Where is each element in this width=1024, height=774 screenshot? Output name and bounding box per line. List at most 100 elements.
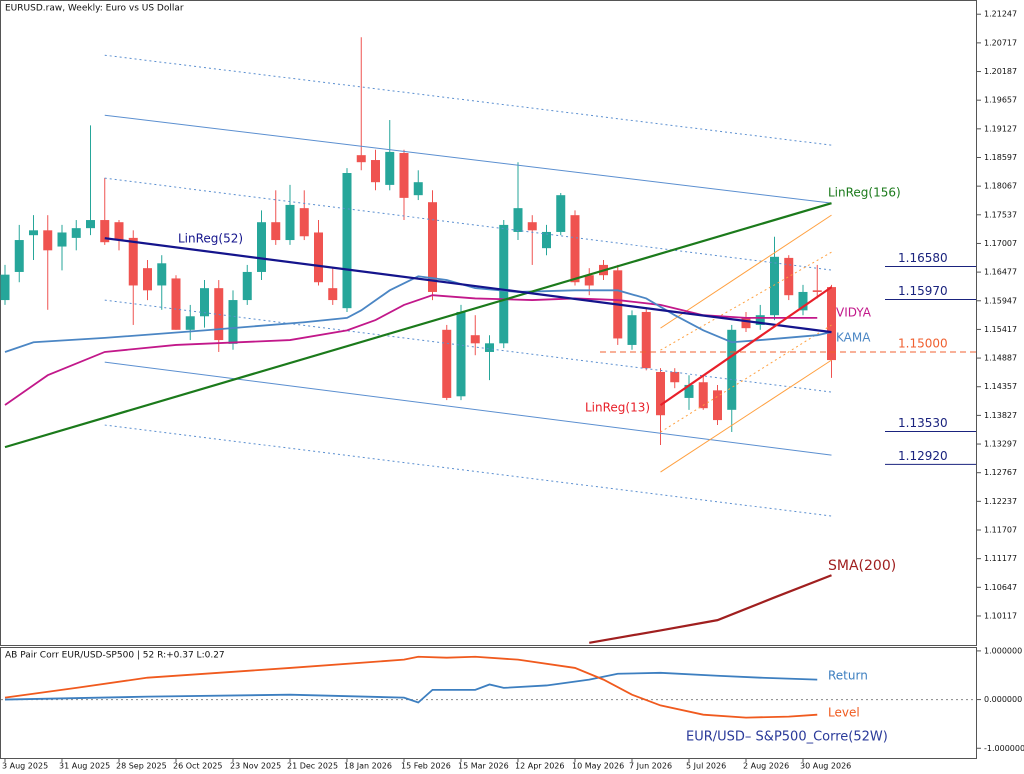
y-tick-label: 1.13297 [984, 440, 1017, 449]
y-tick-label: 1.19657 [984, 96, 1017, 105]
x-tick-label: 12 Apr 2026 [515, 762, 564, 771]
candle-body [784, 257, 794, 296]
candle-body [143, 268, 152, 291]
candle-body [100, 220, 110, 243]
y-tick-label: 1.12767 [984, 468, 1017, 477]
line-label: Return [828, 669, 868, 683]
x-tick-label: 26 Oct 2025 [173, 762, 222, 771]
candle-body [770, 256, 779, 316]
x-tick-label: 18 Jan 2026 [344, 762, 392, 771]
y-tick-label: 1.14887 [984, 354, 1017, 363]
candle-body [57, 232, 67, 247]
candle-body [356, 155, 366, 163]
candle-body [399, 153, 409, 198]
y-tick-label: 1.000000 [984, 646, 1022, 655]
line-label: VIDYA [836, 306, 872, 320]
candle-body [527, 222, 537, 231]
indicator-line [660, 214, 832, 329]
y-tick-label: 1.13827 [984, 411, 1017, 420]
sub-frame [0, 647, 977, 759]
y-tick-label: 0.000000 [984, 695, 1022, 704]
main-frame [0, 0, 977, 646]
sub-title: AB Pair Corr EUR/USD-SP500 | 52 R:+0.37 … [5, 651, 225, 661]
x-tick-label: 23 Nov 2025 [230, 762, 281, 771]
line-label: LinReg(13) [585, 401, 650, 415]
x-tick-label: 15 Mar 2026 [458, 762, 509, 771]
candle-body [71, 228, 81, 238]
candle-body [442, 329, 452, 398]
indicator-line [660, 324, 832, 433]
candle-body [114, 222, 124, 241]
candle-body [755, 315, 765, 325]
y-tick-label: 1.18067 [984, 182, 1017, 191]
y-tick-label: 1.14357 [984, 382, 1017, 391]
indicator-line [589, 574, 832, 644]
candle-body [542, 231, 551, 249]
candle-body [684, 384, 694, 398]
y-tick-label: 1.15417 [984, 325, 1017, 334]
indicator-line [4, 275, 832, 353]
y-tick-label: 1.20187 [984, 67, 1017, 76]
x-tick-label: 7 Jun 2026 [629, 762, 672, 771]
x-tick-label: 2 Aug 2026 [743, 762, 789, 771]
candle-body [242, 271, 252, 301]
candle-body [214, 288, 224, 341]
y-tick-label: 1.10647 [984, 583, 1017, 592]
candle-body [812, 290, 822, 292]
candle-body [228, 300, 238, 344]
candle-body [43, 230, 53, 251]
level-label: 1.13530 [898, 416, 948, 430]
y-tick-label: 1.10117 [984, 611, 1017, 620]
candle-body [299, 208, 309, 237]
y-tick-label: 1.17537 [984, 210, 1017, 219]
candle-body [29, 230, 38, 236]
indicator-line [659, 286, 833, 407]
level-label: 1.15000 [898, 336, 948, 350]
candle-body [171, 278, 181, 330]
candle-body [499, 224, 509, 344]
candle-body [14, 240, 24, 272]
candle-body [656, 371, 665, 416]
indicator-line [104, 177, 832, 271]
candle-body [741, 318, 751, 329]
candle-body [185, 316, 195, 330]
x-tick-label: 15 Feb 2026 [401, 762, 451, 771]
y-tick-label: 1.19127 [984, 124, 1017, 133]
level-label: 1.15970 [898, 284, 948, 298]
candle-body [285, 204, 295, 241]
indicator-line [104, 424, 832, 517]
candle-body [385, 151, 395, 185]
x-tick-label: 31 Aug 2025 [59, 762, 110, 771]
candle-body [584, 275, 594, 286]
y-tick-label: 1.21247 [984, 10, 1017, 19]
candle-body [342, 173, 352, 309]
level-label: 1.12920 [898, 449, 948, 463]
candle-body [271, 222, 281, 241]
candle-body [556, 195, 566, 232]
candle-body [727, 329, 737, 410]
candle-body [314, 232, 323, 283]
indicator-line [4, 202, 832, 449]
level-label: 1.16580 [898, 251, 948, 265]
y-tick-label: 1.20717 [984, 38, 1017, 47]
x-tick-label: 5 Jul 2026 [686, 762, 726, 771]
y-tick-label: 1.16477 [984, 268, 1017, 277]
candle-body [827, 287, 836, 361]
y-tick-label: 1.11707 [984, 526, 1017, 535]
x-tick-label: 21 Dec 2025 [287, 762, 338, 771]
x-tick-label: 3 Aug 2025 [2, 762, 48, 771]
candle-body [413, 182, 423, 196]
indicator-line [660, 359, 832, 473]
line-label: SMA(200) [828, 558, 896, 574]
candle-body [798, 291, 808, 311]
line-label: KAMA [836, 331, 871, 345]
candle-body [257, 222, 266, 272]
candle-body [627, 315, 637, 345]
candle-body [128, 237, 138, 286]
candle-body [570, 215, 580, 283]
candle-body [200, 288, 209, 317]
indicator-line [104, 54, 832, 146]
candle-body [157, 263, 167, 286]
y-tick-label: 1.17007 [984, 239, 1017, 248]
